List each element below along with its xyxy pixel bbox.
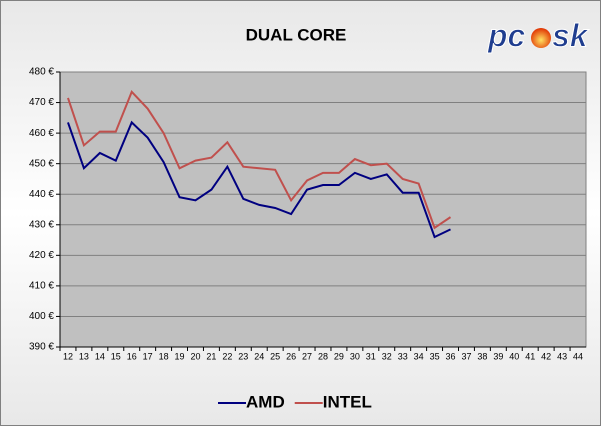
legend-label: AMD: [246, 392, 285, 411]
chart-title: DUAL CORE: [246, 25, 347, 44]
y-tick-label: 430 €: [29, 219, 54, 230]
y-tick-label: 450 €: [29, 158, 54, 169]
x-tick-label: 33: [398, 351, 408, 361]
x-tick-label: 20: [190, 351, 200, 361]
y-tick-label: 410 €: [29, 281, 54, 292]
y-tick-label: 400 €: [29, 311, 54, 322]
x-tick-label: 41: [525, 351, 535, 361]
x-tick-label: 36: [446, 351, 456, 361]
x-tick-label: 38: [477, 351, 487, 361]
x-tick-label: 40: [509, 351, 519, 361]
logo-flame: [531, 28, 551, 48]
x-tick-label: 44: [573, 351, 583, 361]
x-tick-label: 18: [159, 351, 169, 361]
x-tick-label: 29: [334, 351, 344, 361]
x-tick-label: 23: [238, 351, 248, 361]
x-tick-label: 35: [430, 351, 440, 361]
logo-text: pc: [487, 17, 526, 53]
x-tick-label: 27: [302, 351, 312, 361]
y-tick-label: 390 €: [29, 342, 54, 353]
plot-layer: 390 € 400 € 410 € 420 € 430 € 440 € 450 € 460 €…: [29, 67, 586, 411]
plot-area: [59, 71, 587, 348]
x-tick-label: 42: [541, 351, 551, 361]
logo-text: sk: [552, 17, 590, 53]
x-tick-label: 16: [127, 351, 137, 361]
x-tick-label: 13: [79, 351, 89, 361]
y-tick-label: 440 €: [29, 189, 54, 200]
x-tick-label: 17: [143, 351, 153, 361]
x-tick-label: 21: [206, 351, 216, 361]
x-tick-label: 19: [175, 351, 185, 361]
x-tick-label: 34: [414, 351, 424, 361]
x-tick-label: 15: [111, 351, 121, 361]
x-tick-label: 43: [557, 351, 567, 361]
x-tick-label: 32: [382, 351, 392, 361]
y-tick-label: 460 €: [29, 128, 54, 139]
x-tick-label: 26: [286, 351, 296, 361]
x-tick-label: 28: [318, 351, 328, 361]
y-tick-label: 480 €: [29, 67, 54, 78]
x-tick-label: 25: [270, 351, 280, 361]
y-tick-label: 420 €: [29, 250, 54, 261]
x-tick-label: 37: [461, 351, 471, 361]
y-tick-label: 470 €: [29, 97, 54, 108]
x-tick-label: 22: [222, 351, 232, 361]
x-tick-label: 12: [63, 351, 73, 361]
x-tick-label: 31: [366, 351, 376, 361]
line-series: [67, 120, 451, 239]
x-tick-label: 39: [493, 351, 503, 361]
x-tick-label: 24: [254, 351, 264, 361]
x-tick-label: 14: [95, 351, 105, 361]
x-tick-label: 30: [350, 351, 360, 361]
legend-label: INTEL: [323, 392, 372, 411]
line-series: [67, 90, 452, 230]
logo: pc sk: [487, 17, 591, 54]
